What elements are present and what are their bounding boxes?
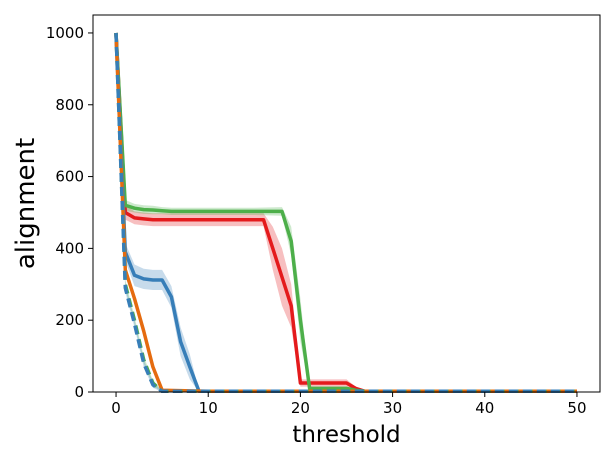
plot-frame <box>92 14 601 393</box>
series-0-line <box>114 32 577 394</box>
y-tick-label: 0 <box>74 383 84 401</box>
series-lines <box>114 32 577 394</box>
series-1-line <box>114 32 577 394</box>
x-axis-ticks: 0 10 20 30 40 50 <box>111 392 587 417</box>
x-tick-label: 40 <box>475 399 494 417</box>
x-tick-label: 50 <box>567 399 586 417</box>
y-axis-label: alignment <box>11 138 41 269</box>
series-5-line <box>114 32 577 394</box>
y-tick-label: 800 <box>55 96 84 114</box>
x-tick-label: 0 <box>111 399 121 417</box>
x-axis-label: threshold <box>292 422 400 448</box>
y-tick-label: 200 <box>55 311 84 329</box>
x-tick-label: 20 <box>291 399 310 417</box>
y-axis-ticks: 0 200 400 600 800 1000 <box>46 24 93 401</box>
x-tick-label: 10 <box>199 399 218 417</box>
y-tick-label: 400 <box>55 239 84 257</box>
y-tick-label: 1000 <box>46 24 84 42</box>
y-tick-label: 600 <box>55 168 84 186</box>
x-tick-label: 30 <box>383 399 402 417</box>
